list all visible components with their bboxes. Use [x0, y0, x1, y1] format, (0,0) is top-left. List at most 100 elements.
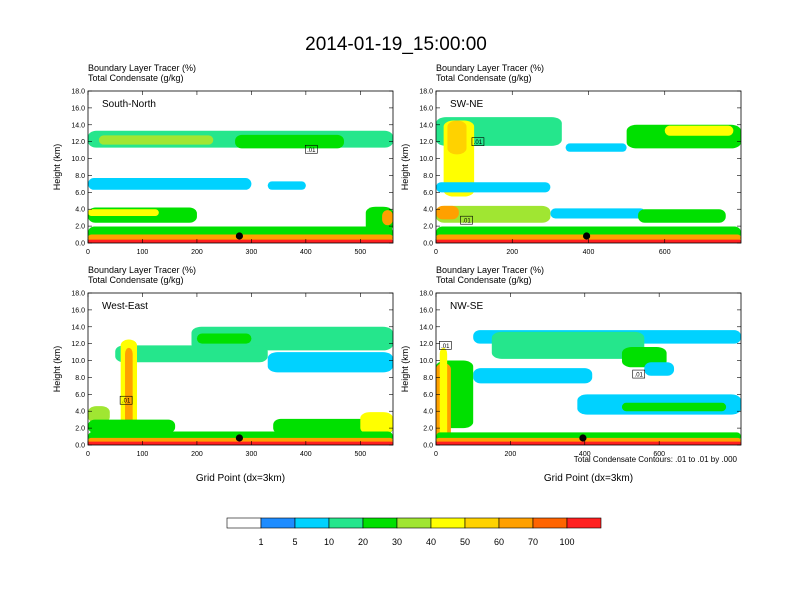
y-tick-label: 14.0: [419, 122, 433, 129]
plot-frame: [87, 90, 394, 244]
colorbar-label: 30: [392, 537, 402, 547]
y-axis-label: Height (km): [52, 144, 62, 191]
colorbar-label: 100: [559, 537, 574, 547]
contour-label: .01: [122, 399, 131, 405]
colorbar-label: 20: [358, 537, 368, 547]
y-axis-label: Height (km): [400, 346, 410, 393]
plot-frame: [87, 292, 394, 446]
contour-label: .01: [474, 140, 483, 146]
panel-title: West-East: [102, 301, 148, 312]
contour-band: [98, 135, 214, 145]
y-tick-label: 8.0: [423, 375, 433, 382]
x-tick-label: 0: [86, 451, 90, 458]
y-tick-label: 18.0: [71, 291, 85, 298]
contour-band: [436, 182, 551, 193]
colorbar-swatch: [430, 517, 466, 529]
y-tick-label: 10.0: [419, 156, 433, 163]
colorbar-swatch: [260, 517, 296, 529]
y-tick-label: 10.0: [71, 156, 85, 163]
y-tick-label: 18.0: [419, 291, 433, 298]
contour-label: .01: [307, 148, 316, 154]
contour-band: [125, 347, 133, 433]
x-tick-label: 300: [246, 249, 258, 256]
x-tick-label: 0: [434, 451, 438, 458]
panel-p1: Boundary Layer Tracer (%)Total Condensat…: [52, 63, 394, 256]
y-tick-label: 14.0: [419, 324, 433, 331]
x-tick-label: 200: [191, 451, 203, 458]
y-axis-label: Height (km): [400, 144, 410, 191]
colorbar-label: 70: [528, 537, 538, 547]
contour-band: [88, 406, 110, 424]
x-axis-label: Grid Point (dx=3km): [196, 473, 285, 484]
contour-label-box: [471, 137, 485, 146]
y-tick-label: 16.0: [71, 307, 85, 314]
contour-band: [115, 345, 268, 363]
panel-header-tracer: Boundary Layer Tracer (%): [436, 63, 544, 73]
plot-field: .01: [88, 326, 393, 445]
figure-title: 2014-01-19_15:00:00: [305, 34, 487, 55]
y-tick-label: 6.0: [423, 190, 433, 197]
contour-label: .01: [635, 373, 644, 379]
x-tick-label: 0: [434, 249, 438, 256]
x-tick-label: 400: [300, 249, 312, 256]
contour-band: [196, 333, 252, 344]
y-tick-label: 12.0: [419, 341, 433, 348]
panel-header-condensate: Total Condensate (g/kg): [436, 73, 532, 83]
x-tick-label: 100: [137, 451, 149, 458]
contour-band: [644, 362, 675, 376]
contour-band: [235, 134, 344, 149]
y-tick-label: 18.0: [71, 89, 85, 96]
y-axis-label: Height (km): [52, 346, 62, 393]
contour-band: [88, 177, 252, 190]
y-tick-label: 12.0: [419, 139, 433, 146]
panel-header-condensate: Total Condensate (g/kg): [88, 275, 184, 285]
colorbar-label: 5: [292, 537, 297, 547]
contour-band: [565, 143, 627, 152]
contour-band: [267, 352, 393, 373]
panel-p4: Boundary Layer Tracer (%)Total Condensat…: [400, 265, 742, 484]
y-tick-label: 14.0: [71, 324, 85, 331]
plot-field: .01 .01: [436, 330, 741, 445]
y-tick-label: 10.0: [71, 358, 85, 365]
y-tick-label: 16.0: [419, 307, 433, 314]
y-tick-label: 6.0: [75, 392, 85, 399]
colorbar-swatch: [566, 517, 602, 529]
colorbar-swatch: [532, 517, 568, 529]
y-tick-label: 2.0: [75, 426, 85, 433]
y-tick-label: 0.0: [75, 443, 85, 450]
x-axis-label: Grid Point (dx=3km): [544, 473, 633, 484]
contour-band: [621, 402, 727, 412]
contour-band: [491, 331, 645, 359]
x-tick-label: 600: [659, 249, 671, 256]
y-tick-label: 0.0: [423, 443, 433, 450]
contour-label: .01: [441, 344, 450, 350]
contour-band: [191, 326, 393, 351]
contour-band: [664, 125, 734, 136]
colorbar-label: 50: [460, 537, 470, 547]
contour-band: [436, 441, 741, 445]
location-marker: [235, 232, 244, 240]
plot-frame: [435, 292, 742, 446]
x-tick-label: 500: [354, 249, 366, 256]
y-tick-label: 2.0: [423, 224, 433, 231]
y-tick-label: 0.0: [75, 241, 85, 248]
contour-band: [360, 412, 393, 435]
y-tick-label: 6.0: [75, 190, 85, 197]
contour-band: [267, 181, 306, 190]
panel-header-condensate: Total Condensate (g/kg): [88, 73, 184, 83]
y-tick-label: 2.0: [423, 426, 433, 433]
contour-band: [638, 209, 726, 223]
y-tick-label: 10.0: [419, 358, 433, 365]
colorbar-swatch: [226, 517, 262, 529]
panel-p3: Boundary Layer Tracer (%)Total Condensat…: [52, 265, 394, 484]
panel-header-condensate: Total Condensate (g/kg): [436, 275, 532, 285]
panel-header-tracer: Boundary Layer Tracer (%): [88, 265, 196, 275]
contour-label-box: [438, 341, 452, 350]
y-tick-label: 18.0: [419, 89, 433, 96]
colorbar-label: 10: [324, 537, 334, 547]
contour-band: [382, 210, 393, 226]
y-tick-label: 8.0: [75, 375, 85, 382]
plot-field: .01: [88, 130, 393, 243]
contour-band: [88, 209, 159, 216]
